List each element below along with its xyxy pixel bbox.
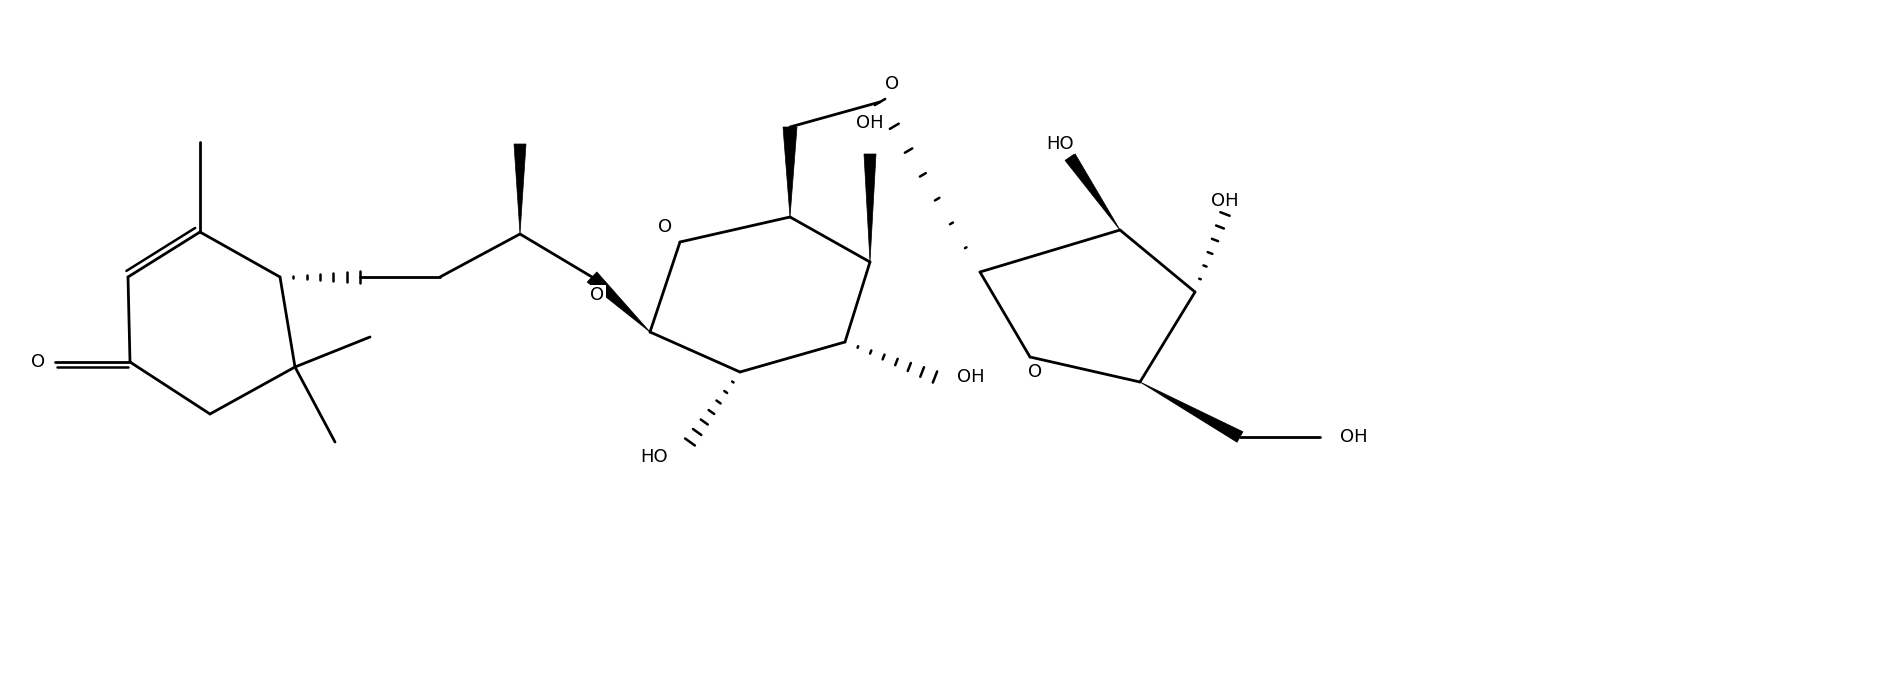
Text: O: O [885, 75, 900, 93]
Polygon shape [1140, 382, 1242, 442]
Text: OH: OH [1340, 428, 1368, 446]
Polygon shape [514, 144, 525, 234]
Text: O: O [1028, 363, 1043, 381]
Text: OH: OH [1212, 192, 1238, 210]
Text: HO: HO [640, 448, 668, 466]
Text: O: O [659, 218, 672, 236]
Text: HO: HO [1046, 135, 1075, 153]
Text: O: O [589, 286, 604, 304]
Text: OH: OH [958, 368, 984, 386]
Polygon shape [864, 154, 875, 262]
Polygon shape [783, 127, 796, 217]
Polygon shape [1065, 154, 1120, 230]
Polygon shape [587, 272, 649, 332]
Text: O: O [30, 353, 45, 371]
Text: OH: OH [856, 114, 885, 132]
